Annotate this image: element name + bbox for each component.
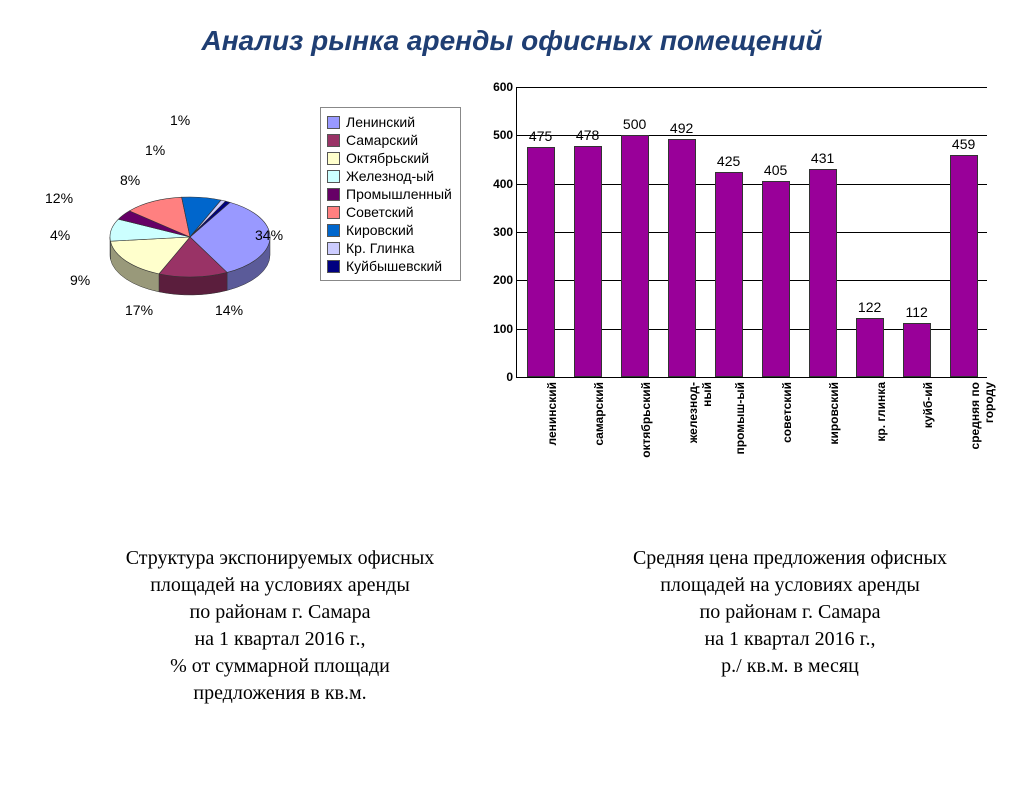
y-tick-label: 600 — [493, 80, 513, 94]
bar — [762, 181, 790, 377]
y-tick-label: 500 — [493, 128, 513, 142]
x-tick-label: октябрьский — [639, 382, 653, 458]
legend-swatch — [327, 188, 340, 201]
bar-chart: 0100200300400500600475478500492425405431… — [516, 87, 987, 378]
bar-value-label: 112 — [905, 304, 927, 320]
pie-slice-label: 4% — [50, 227, 70, 243]
legend-item: Ленинский — [327, 114, 452, 130]
legend-label: Кр. Глинка — [346, 240, 414, 256]
legend-swatch — [327, 116, 340, 129]
pie-slice-label: 12% — [45, 190, 73, 206]
bar — [574, 146, 602, 377]
y-tick-label: 0 — [506, 370, 513, 384]
bar-chart-section: 0 100 200 300 400 500 600 475 478 500 492 425 405 431… — [476, 77, 994, 507]
bar — [903, 323, 931, 377]
pie-chart-section: Ленинский Самарский Октябрьский Железнод-ый… — [30, 77, 476, 407]
x-tick-label: средняя погороду — [968, 382, 996, 449]
legend-swatch — [327, 260, 340, 273]
legend-label: Куйбышевский — [346, 258, 442, 274]
bar-value-label: 492 — [670, 120, 693, 136]
bar-value-label: 500 — [623, 116, 646, 132]
legend-item: Октябрьский — [327, 150, 452, 166]
y-tick-label: 300 — [493, 225, 513, 239]
bar — [668, 139, 696, 377]
bar-value-label: 425 — [717, 153, 740, 169]
legend-item: Кировский — [327, 222, 452, 238]
bar-value-label: 459 — [952, 136, 975, 152]
legend-swatch — [327, 134, 340, 147]
bar — [856, 318, 884, 377]
legend-item: Промышленный — [327, 186, 452, 202]
legend-label: Самарский — [346, 132, 418, 148]
slide-title: Анализ рынка аренды офисных помещений — [0, 25, 1024, 57]
legend-label: Железнод-ый — [346, 168, 434, 184]
x-tick-label: советский — [780, 382, 794, 443]
legend-swatch — [327, 152, 340, 165]
legend-label: Ленинский — [346, 114, 415, 130]
legend-swatch — [327, 170, 340, 183]
legend-item: Куйбышевский — [327, 258, 452, 274]
x-tick-label: самарский — [592, 382, 606, 446]
y-tick-label: 100 — [493, 322, 513, 336]
legend-label: Октябрьский — [346, 150, 429, 166]
x-tick-label: кировский — [827, 382, 841, 445]
x-tick-label: промыш-ый — [733, 382, 747, 455]
bar-value-label: 431 — [811, 150, 834, 166]
bar — [715, 172, 743, 377]
bar-caption: Средняя цена предложения офисныхплощадей… — [520, 545, 1020, 707]
bar-value-label: 405 — [764, 162, 787, 178]
legend-item: Самарский — [327, 132, 452, 148]
pie-legend: Ленинский Самарский Октябрьский Железнод-ый… — [320, 107, 461, 281]
pie-caption: Структура экспонируемых офисныхплощадей … — [0, 545, 520, 707]
pie-slice-label: 17% — [125, 302, 153, 318]
x-tick-label: ленинский — [545, 382, 559, 445]
legend-swatch — [327, 206, 340, 219]
bar-value-label: 122 — [858, 299, 881, 315]
legend-item: Кр. Глинка — [327, 240, 452, 256]
x-tick-label: железнод-ный — [686, 382, 714, 443]
x-tick-label: кр. глинка — [874, 382, 888, 442]
legend-label: Советский — [346, 204, 414, 220]
pie-slice-label: 14% — [215, 302, 243, 318]
legend-item: Советский — [327, 204, 452, 220]
y-tick-label: 200 — [493, 273, 513, 287]
bar-value-label: 478 — [576, 127, 599, 143]
pie-slice-label: 9% — [70, 272, 90, 288]
legend-label: Кировский — [346, 222, 414, 238]
pie-slice-label: 1% — [145, 142, 165, 158]
y-tick-label: 400 — [493, 177, 513, 191]
legend-swatch — [327, 224, 340, 237]
bar-value-label: 475 — [529, 128, 552, 144]
pie-slice-label: 34% — [255, 227, 283, 243]
bar — [527, 147, 555, 377]
charts-row: Ленинский Самарский Октябрьский Железнод-ый… — [0, 77, 1024, 507]
bar — [950, 155, 978, 377]
legend-item: Железнод-ый — [327, 168, 452, 184]
x-tick-label: куйб-ий — [921, 382, 935, 428]
legend-label: Промышленный — [346, 186, 452, 202]
pie-slice-label: 8% — [120, 172, 140, 188]
legend-swatch — [327, 242, 340, 255]
bar — [621, 135, 649, 377]
bar — [809, 169, 837, 377]
captions-row: Структура экспонируемых офисныхплощадей … — [0, 545, 1024, 707]
pie-slice-label: 1% — [170, 112, 190, 128]
